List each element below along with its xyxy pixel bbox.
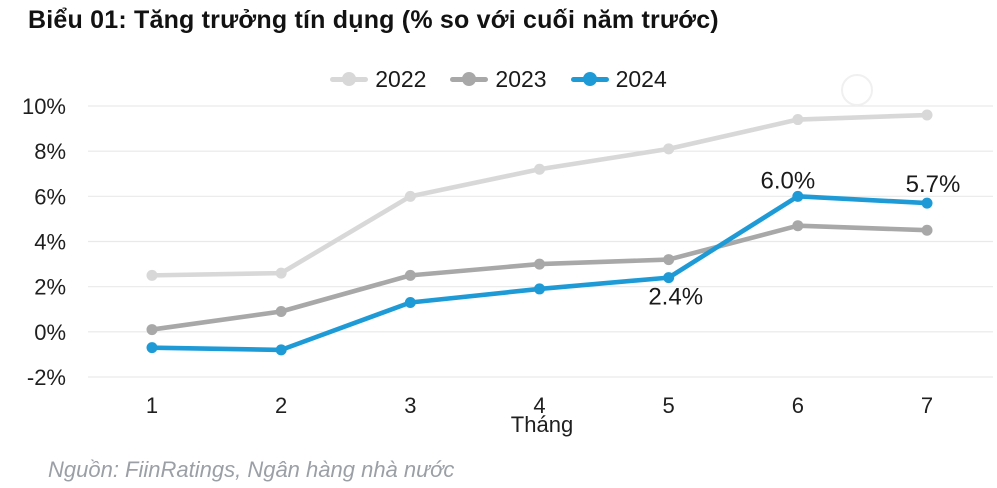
data-point-2023-month-2: [275, 306, 287, 318]
x-tick-label: 3: [404, 393, 416, 418]
data-point-2022-month-2: [275, 267, 287, 279]
legend-marker-icon: [450, 76, 489, 82]
data-point-2022-month-6: [792, 114, 804, 126]
data-point-2024-month-7: [921, 197, 933, 209]
x-tick-label: 1: [146, 393, 158, 418]
data-point-2022-month-3: [404, 190, 416, 202]
legend-item-2024: 2024: [570, 66, 667, 92]
data-point-2024-month-2: [275, 344, 287, 356]
x-tick-label: 6: [792, 393, 804, 418]
x-tick-label: 2: [275, 393, 287, 418]
x-tick-label: 4: [533, 393, 545, 418]
data-point-2024-month-4: [534, 283, 546, 295]
legend-label: 2024: [615, 66, 667, 92]
legend-marker-icon: [570, 76, 609, 82]
y-tick-label: 2%: [34, 275, 66, 300]
data-point-2023-month-6: [792, 220, 804, 232]
data-point-2024-month-3: [404, 296, 416, 308]
data-point-2023-month-1: [146, 324, 158, 336]
data-point-2022-month-5: [663, 143, 675, 155]
data-point-2023-month-4: [534, 258, 546, 270]
data-label: 5.7%: [906, 171, 961, 198]
source-note: Nguồn: FiinRatings, Ngân hàng nhà nước: [48, 457, 455, 482]
x-tick-label: 5: [663, 393, 675, 418]
data-point-2024-month-5: [663, 272, 675, 284]
data-point-2023-month-7: [921, 224, 933, 236]
y-tick-label: 8%: [34, 139, 66, 164]
legend-marker-icon: [330, 76, 369, 82]
y-tick-label: 10%: [22, 94, 66, 119]
legend-label: 2023: [495, 66, 547, 92]
data-point-2024-month-6: [792, 190, 804, 202]
data-label: 2.4%: [648, 284, 703, 311]
legend-item-2022: 2022: [330, 66, 426, 92]
data-point-2023-month-3: [404, 269, 416, 281]
chart-legend: 2022 2023 2024: [0, 66, 997, 92]
chart-title: Biểu 01: Tăng trưởng tín dụng (% so với …: [28, 6, 719, 34]
data-point-2022-month-4: [534, 163, 546, 175]
halo-circle-icon: [841, 74, 873, 106]
data-point-2022-month-7: [921, 109, 933, 121]
y-tick-label: 0%: [34, 320, 66, 345]
y-tick-label: -2%: [27, 365, 66, 390]
legend-item-2023: 2023: [450, 66, 547, 92]
data-point-2022-month-1: [146, 269, 158, 281]
x-tick-label: 7: [921, 393, 933, 418]
y-tick-label: 4%: [34, 230, 66, 255]
data-point-2023-month-5: [663, 254, 675, 266]
legend-label: 2022: [375, 66, 427, 92]
x-axis-title: Tháng: [511, 412, 573, 437]
data-point-2024-month-1: [146, 342, 158, 354]
y-tick-label: 6%: [34, 184, 66, 209]
data-label: 6.0%: [760, 167, 815, 194]
